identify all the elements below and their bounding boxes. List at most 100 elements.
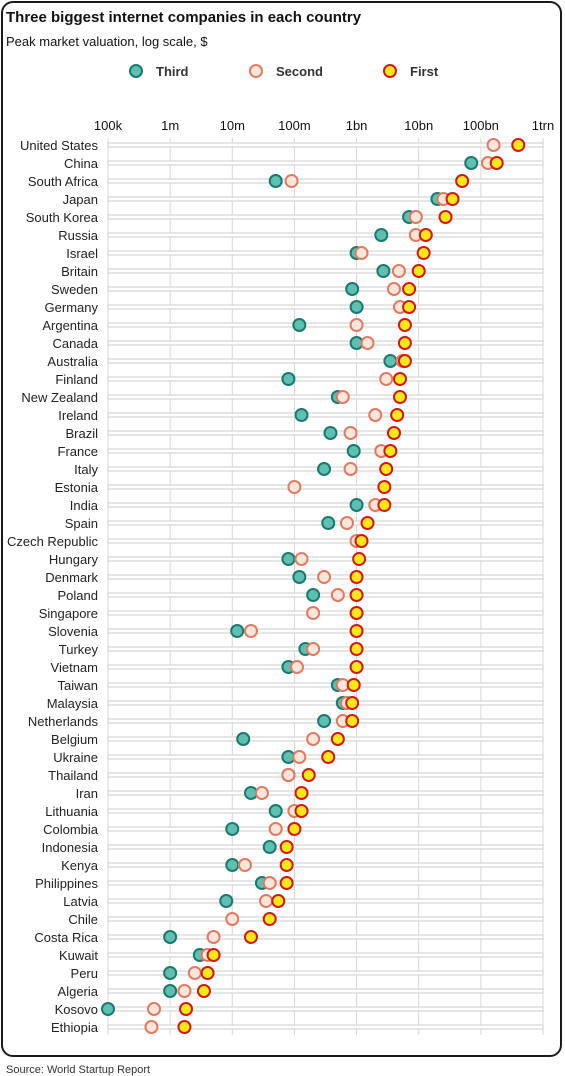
category-label: Britain	[61, 264, 98, 279]
category-label: Israel	[66, 246, 98, 261]
dot-first	[377, 498, 392, 512]
dot-first	[397, 354, 412, 368]
row-line	[107, 826, 544, 832]
category-label: South Korea	[26, 210, 99, 225]
category-label: Costa Rica	[34, 930, 98, 945]
legend-marker-third	[129, 64, 143, 78]
dot-first	[390, 408, 405, 422]
row-line	[107, 178, 544, 184]
row-line	[107, 916, 544, 922]
row-line	[107, 736, 544, 742]
row-line	[107, 196, 544, 202]
dot-first	[393, 372, 408, 386]
dot-second	[306, 606, 321, 620]
dot-third	[281, 552, 296, 566]
row-line	[107, 1006, 544, 1012]
dot-first	[445, 192, 460, 206]
dot-first	[411, 264, 426, 278]
source-note: Source: World Startup Report	[6, 1064, 151, 1076]
dot-third	[321, 516, 336, 530]
dot-third	[163, 984, 178, 998]
category-label: Colombia	[43, 822, 99, 837]
dot-first	[271, 894, 286, 908]
dot-second	[292, 750, 307, 764]
row-line	[107, 412, 544, 418]
dot-first	[349, 570, 364, 584]
dot-first	[383, 444, 398, 458]
category-label: Hungary	[49, 552, 99, 567]
category-label: Brazil	[65, 426, 98, 441]
x-tick-label: 10m	[220, 118, 245, 133]
row-line	[107, 880, 544, 886]
category-label: Indonesia	[42, 840, 99, 855]
dot-first	[402, 282, 417, 296]
dot-third	[306, 588, 321, 602]
dot-first	[438, 210, 453, 224]
category-label: Sweden	[51, 282, 98, 297]
category-label: Kenya	[61, 858, 99, 873]
dot-third	[281, 372, 296, 386]
row-line	[107, 268, 544, 274]
dot-second	[177, 984, 192, 998]
dot-second	[259, 894, 274, 908]
row-line	[107, 898, 544, 904]
dot-third	[383, 354, 398, 368]
x-tick-label: 1trn	[532, 118, 554, 133]
dot-first	[294, 804, 309, 818]
dot-third	[317, 714, 332, 728]
dot-second	[368, 408, 383, 422]
dot-second	[262, 876, 277, 890]
row-line	[107, 214, 544, 220]
legend-label-second: Second	[276, 64, 323, 79]
category-label: Slovenia	[48, 624, 99, 639]
category-label: Argentina	[42, 318, 98, 333]
dot-first	[279, 876, 294, 890]
category-label: Czech Republic	[7, 534, 99, 549]
x-tick-label: 100k	[94, 118, 123, 133]
category-label: Ethiopia	[51, 1020, 99, 1035]
dot-first	[262, 912, 277, 926]
row-line	[107, 142, 544, 148]
dot-second	[349, 318, 364, 332]
dot-first	[360, 516, 375, 530]
dot-third	[163, 966, 178, 980]
category-label: Turkey	[59, 642, 99, 657]
dot-third	[225, 858, 240, 872]
row-line	[107, 286, 544, 292]
dot-first	[177, 1020, 192, 1034]
dot-second	[354, 246, 369, 260]
category-label: Kosovo	[55, 1002, 98, 1017]
dot-second	[290, 660, 305, 674]
dot-third	[292, 318, 307, 332]
row-line	[107, 556, 544, 562]
dot-second	[237, 858, 252, 872]
row-line	[107, 232, 544, 238]
category-label: Vietnam	[51, 660, 98, 675]
dot-first	[349, 588, 364, 602]
row-line	[107, 160, 544, 166]
dot-second	[287, 480, 302, 494]
category-label: Iran	[76, 786, 98, 801]
dot-first	[206, 948, 221, 962]
category-label: Philippines	[35, 876, 98, 891]
row-line	[107, 538, 544, 544]
row-line	[107, 772, 544, 778]
dot-first	[200, 966, 215, 980]
x-tick-label: 10bn	[404, 118, 433, 133]
dot-first	[489, 156, 504, 170]
category-label: Poland	[58, 588, 98, 603]
row-line	[107, 340, 544, 346]
chart-subtitle: Peak market valuation, log scale, $	[6, 34, 208, 49]
dot-second	[306, 732, 321, 746]
dot-third	[163, 930, 178, 944]
dot-second	[486, 138, 501, 152]
dot-second	[187, 966, 202, 980]
dot-first	[321, 750, 336, 764]
dot-second	[379, 372, 394, 386]
dot-second	[281, 768, 296, 782]
category-label: Italy	[74, 462, 98, 477]
category-label: United States	[20, 138, 99, 153]
dot-first	[301, 768, 316, 782]
row-line	[107, 682, 544, 688]
